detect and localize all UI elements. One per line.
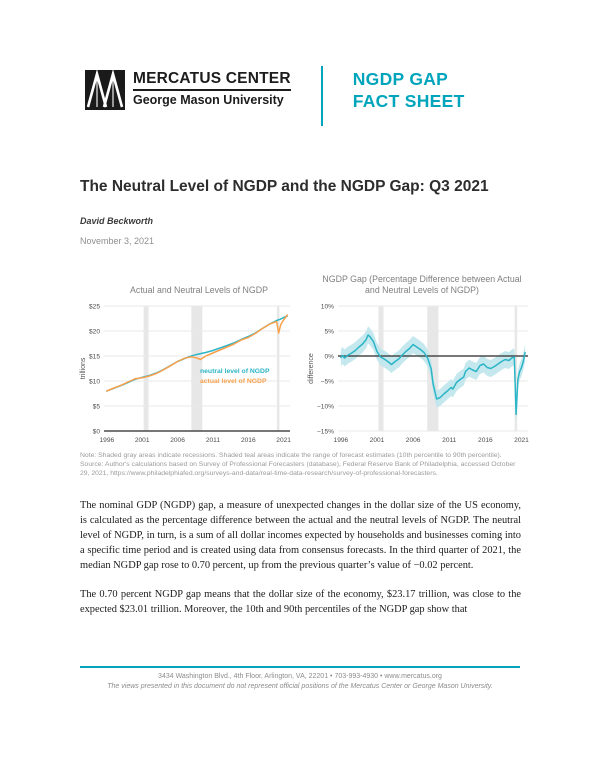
chart-levels-title: Actual and Neutral Levels of NGDP — [130, 285, 268, 295]
publish-date: November 3, 2021 — [80, 236, 155, 246]
footer-address: 3434 Washington Blvd., 4th Floor, Arling… — [158, 673, 442, 680]
svg-text:10%: 10% — [321, 303, 334, 310]
chart-gap-figure: NGDP Gap (Percentage Difference between … — [306, 266, 538, 448]
body-paragraph-1: The nominal GDP (NGDP) gap, a measure of… — [80, 500, 521, 571]
svg-text:2021: 2021 — [514, 437, 529, 444]
header-divider — [320, 66, 323, 126]
svg-text:−15%: −15% — [317, 428, 334, 435]
fact-sheet-line2: FACT SHEET — [352, 91, 465, 111]
author-byline: David Beckworth — [80, 216, 154, 226]
body-paragraph-2: The 0.70 percent NGDP gap means that the… — [80, 589, 521, 615]
chart-levels-legend: neutral level of NGDP actual level of NG… — [200, 367, 270, 387]
svg-text:$10: $10 — [89, 378, 100, 385]
charts-row: Actual and Neutral Levels of NGDP $0 $5 $1… — [78, 266, 538, 448]
mercatus-logo-mark-icon — [85, 69, 125, 110]
chart-levels-plot: $0 $5 $10 $15 $20 $25 1996 2001 2006 2011 2016 2021… — [80, 303, 291, 444]
svg-text:−10%: −10% — [317, 403, 334, 410]
svg-text:2001: 2001 — [370, 437, 385, 444]
svg-text:5%: 5% — [324, 328, 334, 335]
svg-text:2006: 2006 — [406, 437, 421, 444]
body-copy: The nominal GDP (NGDP) gap, a measure of… — [80, 498, 521, 631]
svg-text:−5%: −5% — [321, 378, 335, 385]
article-title: The Neutral Level of NGDP and the NGDP G… — [80, 178, 489, 195]
chart-levels-figure: Actual and Neutral Levels of NGDP $0 $5 $1… — [78, 266, 302, 448]
svg-text:2011: 2011 — [206, 437, 221, 444]
chart-gap-title: NGDP Gap (Percentage Difference between … — [322, 274, 522, 295]
logo-org-name: MERCATUS CENTER — [133, 70, 291, 91]
header: MERCATUS CENTER George Mason University … — [85, 66, 465, 126]
svg-text:trillions: trillions — [80, 357, 87, 379]
source-note: Note: Shaded gray areas indicate recessi… — [80, 452, 516, 477]
svg-text:$0: $0 — [93, 428, 101, 435]
svg-text:2021: 2021 — [276, 437, 291, 444]
svg-text:$5: $5 — [93, 403, 101, 410]
svg-text:1996: 1996 — [334, 437, 349, 444]
svg-text:1996: 1996 — [99, 437, 114, 444]
svg-text:difference: difference — [308, 353, 315, 384]
mercatus-logo: MERCATUS CENTER George Mason University — [85, 69, 291, 110]
svg-text:2001: 2001 — [135, 437, 150, 444]
svg-text:$25: $25 — [89, 303, 100, 310]
logo-university-name: George Mason University — [133, 93, 284, 107]
fact-sheet-title: NGDP GAP FACT SHEET — [353, 68, 465, 112]
svg-text:$15: $15 — [89, 353, 100, 360]
svg-text:$20: $20 — [89, 328, 100, 335]
svg-text:0%: 0% — [324, 353, 334, 360]
fact-sheet-line1: NGDP GAP — [352, 69, 449, 89]
legend-neutral-label: neutral level of NGDP — [200, 368, 270, 375]
svg-text:2016: 2016 — [478, 437, 493, 444]
chart-gap-plot: 10% 5% 0% −5% −10% −15%1996 2001 2006 2011 2016 20… — [308, 303, 529, 444]
footer-disclaimer: The views presented in this document do … — [107, 683, 493, 690]
legend-actual-label: actual level of NGDP — [200, 378, 267, 385]
logo-wordmark: MERCATUS CENTER George Mason University — [133, 70, 291, 107]
svg-text:2011: 2011 — [442, 437, 457, 444]
svg-text:2016: 2016 — [241, 437, 256, 444]
footer: 3434 Washington Blvd., 4th Floor, Arling… — [80, 666, 520, 690]
svg-text:2006: 2006 — [170, 437, 185, 444]
